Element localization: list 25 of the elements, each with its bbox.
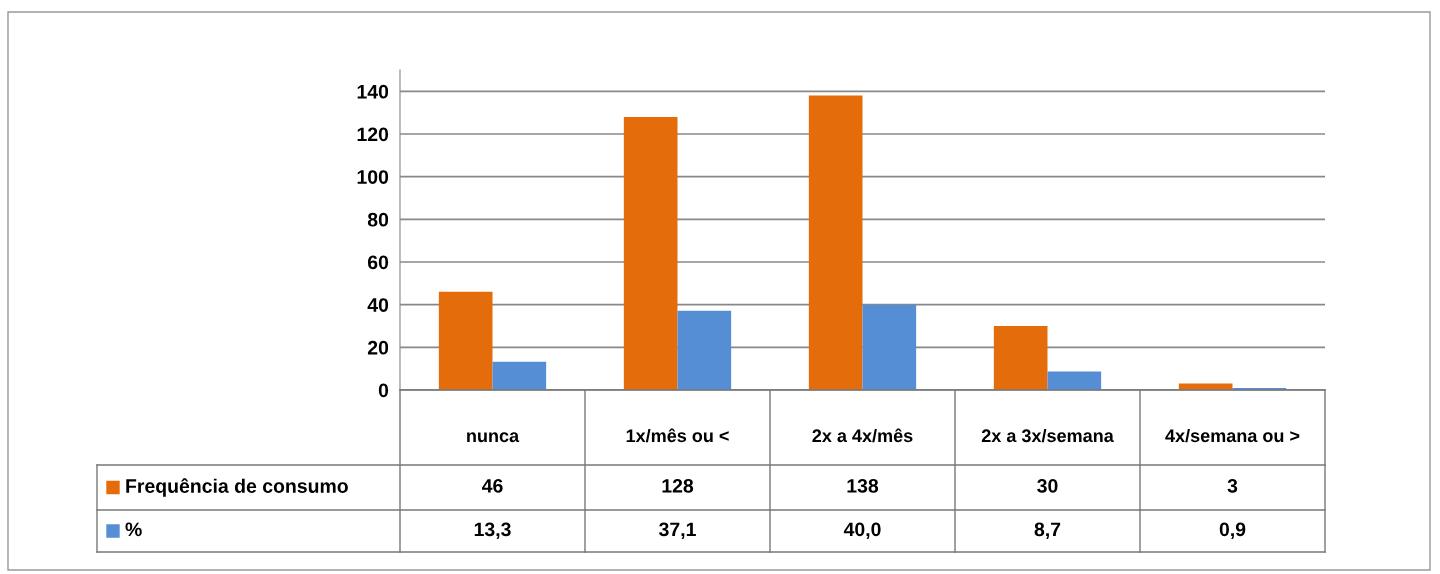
y-tick-label: 60	[367, 255, 389, 270]
data-label: 3	[1227, 478, 1238, 493]
data-label: 128	[662, 478, 694, 493]
y-tick-label: 140	[357, 84, 389, 99]
y-tick-label: 120	[357, 127, 389, 142]
legend-label: %	[125, 522, 142, 537]
data-label: 30	[1037, 478, 1058, 493]
y-tick-label: 100	[357, 170, 389, 184]
x-tick-label: 4x/semana ou >	[1165, 428, 1300, 443]
data-label: 13,3	[474, 522, 511, 540]
data-label: 46	[481, 478, 503, 493]
x-tick-label: 2x a 3x/semana	[981, 428, 1114, 443]
y-tick-label: 20	[367, 340, 389, 355]
x-tick-label: 1x/mês ou <	[626, 428, 729, 443]
data-label: 37,1	[659, 522, 696, 540]
x-tick-label: nunca	[467, 432, 520, 443]
data-label: 138	[847, 478, 879, 493]
y-tick-label: 80	[367, 212, 389, 227]
y-tick-label: 40	[367, 298, 389, 312]
legend-label: Frequência de consumo	[126, 478, 348, 497]
y-tick-label: 0	[378, 383, 389, 398]
data-label: 8,7	[1034, 522, 1061, 540]
data-label: 40,0	[843, 522, 881, 540]
x-tick-label: 2x a 4x/mês	[812, 428, 913, 443]
data-label: 0,9	[1219, 522, 1246, 540]
